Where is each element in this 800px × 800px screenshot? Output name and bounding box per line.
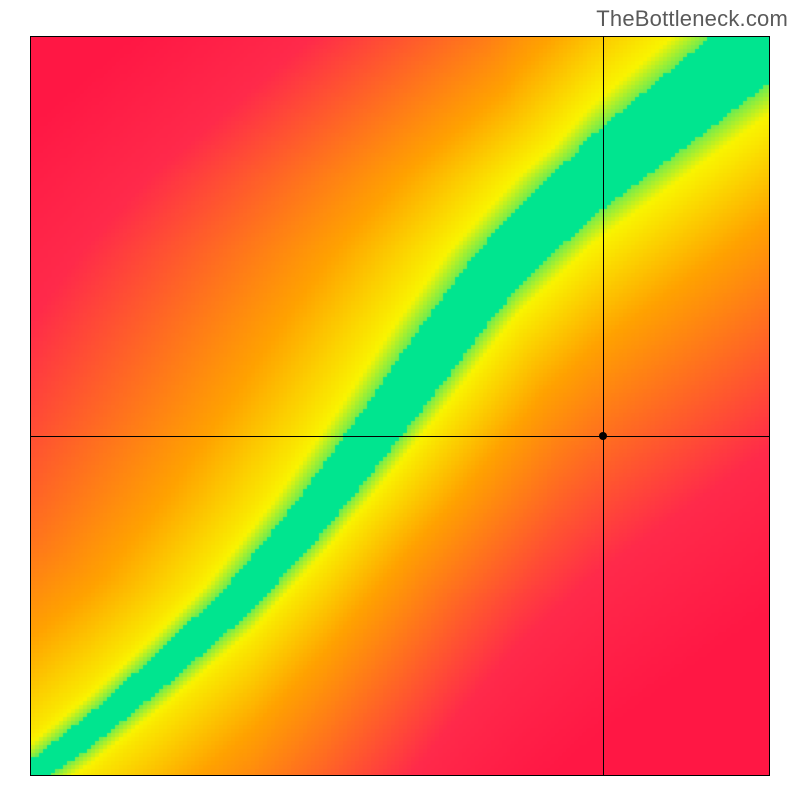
marker-point: [599, 432, 607, 440]
crosshair-vertical: [603, 37, 604, 775]
chart-container: TheBottleneck.com: [0, 0, 800, 800]
heatmap-canvas: [31, 37, 769, 775]
crosshair-horizontal: [31, 436, 769, 437]
plot-area: [30, 36, 770, 776]
watermark-text: TheBottleneck.com: [596, 6, 788, 32]
